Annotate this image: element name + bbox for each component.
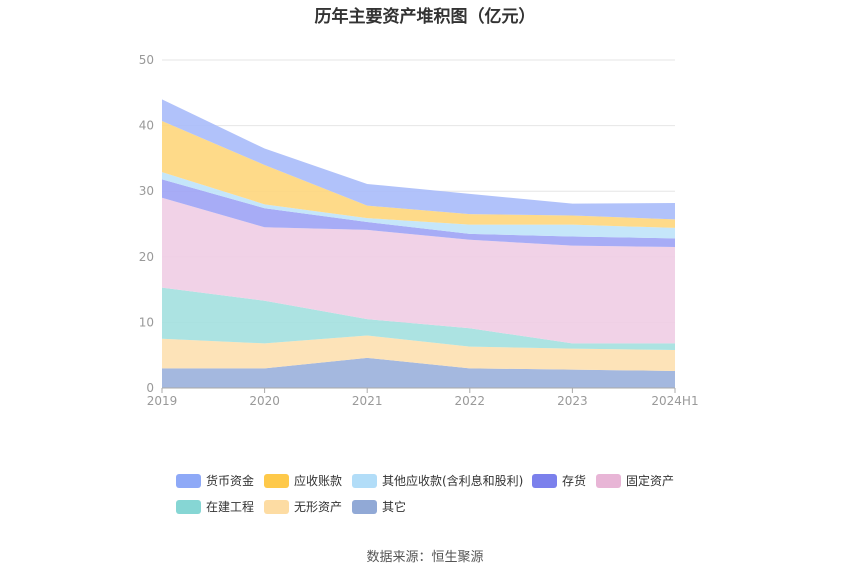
area-series [162,99,675,388]
legend-swatch [352,473,377,488]
chart-title: 历年主要资产堆积图（亿元） [314,7,536,27]
legend-swatch [176,473,201,488]
area-5 [162,172,675,239]
legend-item[interactable]: 无形资产 [264,498,342,515]
legend-label: 其他应收款(含利息和股利) [382,474,524,488]
legend-swatch [264,473,289,488]
area-2 [162,287,675,350]
x-tick-label: 2021 [352,394,383,408]
y-tick-label: 40 [139,119,154,133]
x-tick-label: 2024H1 [651,394,698,408]
x-tick-label: 2023 [557,394,588,408]
x-axis-ticks: 2019 2020 2021 2022 2023 2024H1 [147,394,699,408]
data-source: 数据来源：恒生聚源 [366,550,484,565]
legend-label: 应收账款 [294,474,343,488]
y-tick-label: 0 [146,381,154,395]
legend-label: 其它 [382,500,407,514]
legend-item[interactable]: 应收账款 [264,472,342,489]
legend-item[interactable]: 存货 [532,472,586,489]
area-7 [162,99,675,220]
y-tick-label: 10 [139,315,154,329]
y-tick-label: 50 [139,53,154,67]
legend-swatch [176,499,201,514]
area-6 [162,121,675,228]
x-tick-label: 2022 [455,394,486,408]
y-axis-ticks: 0 10 20 30 40 50 [139,53,154,395]
legend-item[interactable]: 固定资产 [596,472,674,489]
legend-item[interactable]: 货币资金 [176,472,254,489]
legend-label: 无形资产 [294,500,343,514]
legend-swatch [532,473,557,488]
legend-label: 在建工程 [206,500,255,514]
y-tick-label: 30 [139,184,154,198]
legend-label: 货币资金 [206,474,255,488]
legend-swatch [264,499,289,514]
area-1 [162,335,675,371]
x-axis [161,387,676,393]
legend-label: 固定资产 [626,474,675,488]
legend-label: 存货 [562,474,587,488]
area-3 [162,197,675,344]
x-tick-label: 2020 [249,394,280,408]
legend-item[interactable]: 在建工程 [176,498,254,515]
x-tick-label: 2019 [147,394,178,408]
area-0 [162,357,675,388]
legend-item[interactable]: 其它 [352,498,406,515]
legend-swatch [352,499,377,514]
y-tick-label: 20 [139,250,154,264]
legend-item[interactable]: 其他应收款(含利息和股利) [352,472,523,489]
legend-swatch [596,473,621,488]
area-4 [162,179,675,247]
